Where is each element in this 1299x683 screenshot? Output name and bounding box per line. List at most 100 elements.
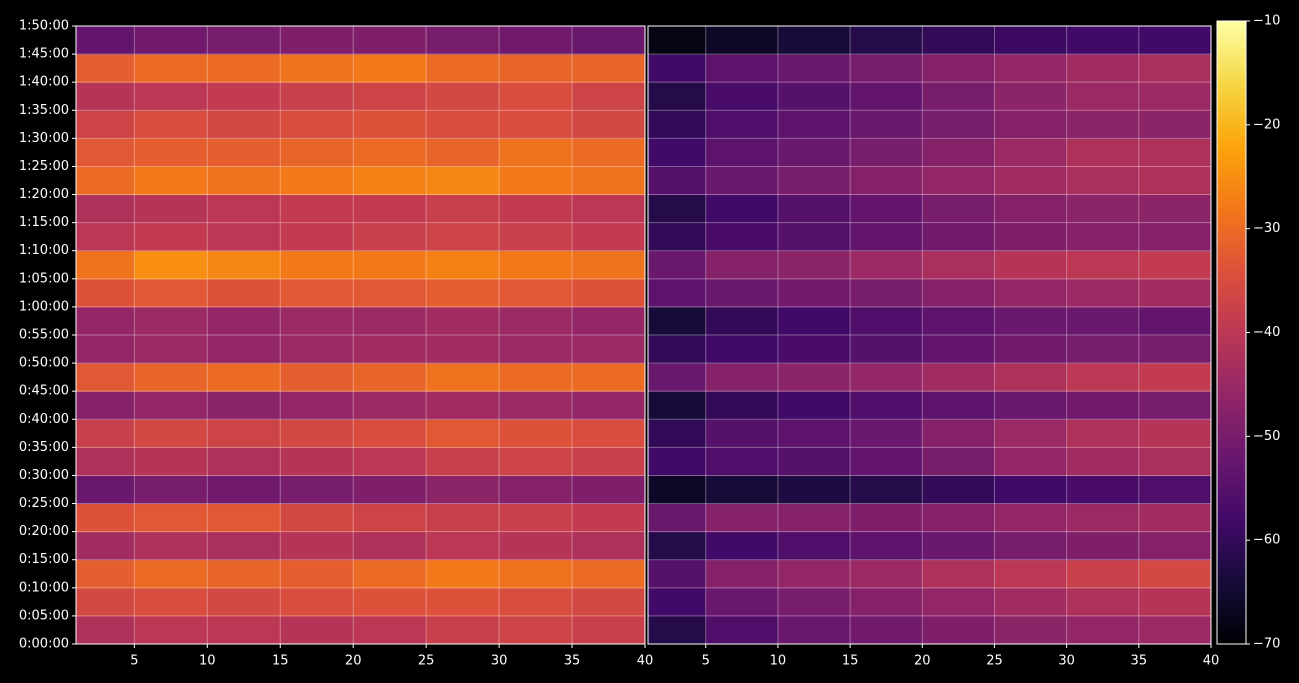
heat-cell (1066, 222, 1140, 252)
heat-cell (207, 419, 281, 448)
heat-cell (922, 194, 995, 224)
heat-cell (207, 54, 281, 83)
heat-cell (705, 391, 779, 420)
heat-cell (280, 587, 354, 617)
heat-cell (280, 26, 354, 55)
heat-cell (777, 110, 851, 139)
heat-cell (705, 419, 779, 448)
x-tick-label: 40 (637, 654, 654, 669)
heat-cell (207, 587, 281, 617)
heat-cell (850, 82, 923, 111)
heat-cell (76, 194, 135, 224)
heat-cell (134, 278, 208, 308)
heat-cell (777, 166, 851, 196)
x-tick-label: 10 (199, 654, 216, 669)
x-tick-label: 20 (345, 654, 362, 669)
heat-cell (134, 475, 208, 505)
heat-cell (426, 278, 500, 308)
heat-cell (1066, 475, 1140, 505)
heat-cell (850, 503, 923, 533)
heat-cell (499, 110, 573, 139)
heat-cell (922, 306, 995, 336)
heat-cell (1138, 194, 1212, 224)
heat-cell (499, 250, 573, 280)
heat-cell (134, 82, 208, 111)
heat-cell (1138, 82, 1212, 111)
heat-cell (353, 54, 427, 83)
heat-cell (850, 559, 923, 589)
heat-cell (353, 222, 427, 252)
heat-cell (207, 110, 281, 139)
heat-cell (994, 615, 1068, 645)
heat-cell (1138, 138, 1212, 167)
heat-cell (705, 503, 779, 533)
heat-cell (280, 503, 354, 533)
heat-cell (499, 82, 573, 111)
heat-cell (777, 306, 851, 336)
heat-cell (922, 559, 995, 589)
y-tick-label: 1:35:00 (19, 103, 69, 118)
heat-cell (134, 110, 208, 139)
heat-cell (572, 110, 646, 139)
heat-cell (705, 138, 779, 167)
y-tick-label: 0:20:00 (19, 524, 69, 539)
heat-cell (777, 587, 851, 617)
heat-cell (777, 26, 851, 55)
heat-cell (1138, 363, 1212, 392)
heat-cell (426, 419, 500, 448)
heat-cell (705, 559, 779, 589)
heat-cell (1066, 54, 1140, 83)
heat-cell (134, 306, 208, 336)
heat-cell (207, 475, 281, 505)
heat-cell (1138, 559, 1212, 589)
heat-cell (207, 447, 281, 476)
y-tick-label: 0:15:00 (19, 552, 69, 567)
heat-cell (572, 138, 646, 167)
heat-cell (648, 587, 707, 617)
heat-cell (1066, 531, 1140, 561)
heat-cell (705, 110, 779, 139)
heat-cell (280, 110, 354, 139)
heat-cell (426, 138, 500, 167)
heat-cell (648, 166, 707, 196)
heat-cell (850, 278, 923, 308)
heat-cell (76, 363, 135, 392)
heat-cell (207, 306, 281, 336)
heat-cell (426, 559, 500, 589)
heat-cell (777, 615, 851, 645)
heat-cell (76, 475, 135, 505)
heat-cell (648, 335, 707, 364)
heat-cell (499, 615, 573, 645)
heat-cell (1138, 531, 1212, 561)
heat-cell (207, 138, 281, 167)
x-tick-label: 40 (1203, 654, 1220, 669)
heat-cell (499, 278, 573, 308)
heat-cell (922, 54, 995, 83)
heat-cell (572, 278, 646, 308)
heat-cell (76, 222, 135, 252)
heat-cell (777, 250, 851, 280)
heat-cell (648, 54, 707, 83)
y-tick-label: 1:00:00 (19, 299, 69, 314)
heat-cell (777, 278, 851, 308)
heat-cell (499, 166, 573, 196)
heat-cell (994, 222, 1068, 252)
heat-cell (280, 194, 354, 224)
heat-cell (1138, 166, 1212, 196)
heat-cell (1138, 391, 1212, 420)
x-tick-label: 30 (1058, 654, 1075, 669)
heat-cell (280, 419, 354, 448)
heat-cell (134, 391, 208, 420)
heat-cell (499, 531, 573, 561)
heat-cell (705, 194, 779, 224)
heat-cell (648, 475, 707, 505)
heat-cell (76, 559, 135, 589)
heat-cell (648, 26, 707, 55)
heat-cell (777, 82, 851, 111)
heat-cell (134, 587, 208, 617)
heat-cell (207, 531, 281, 561)
heat-cell (76, 391, 135, 420)
heat-cell (207, 615, 281, 645)
heat-cell (134, 222, 208, 252)
heat-cell (994, 278, 1068, 308)
